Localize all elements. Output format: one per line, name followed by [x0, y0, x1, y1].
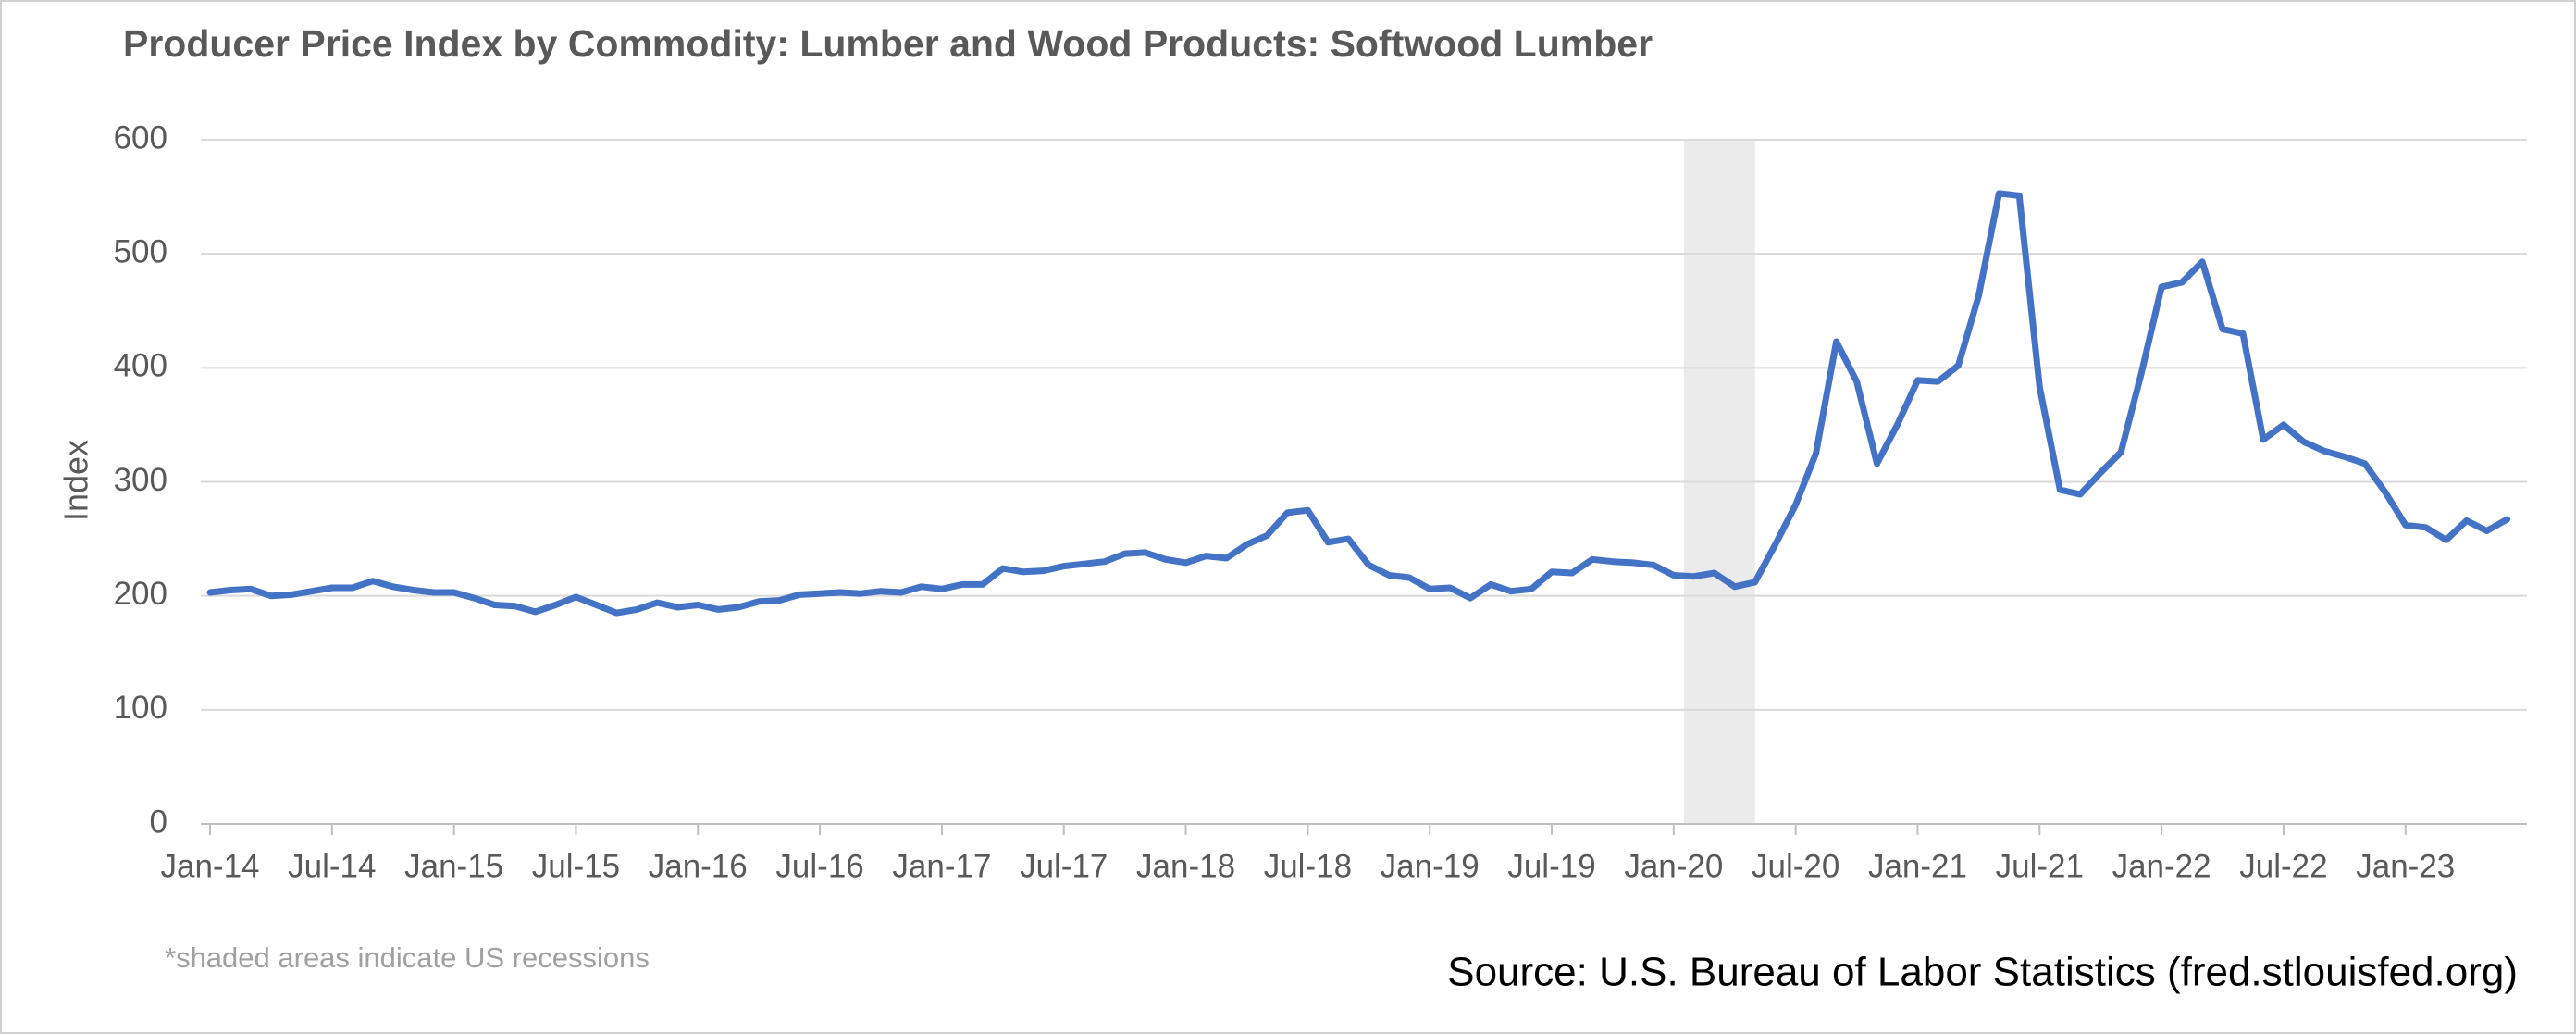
x-tick-label: Jan-14	[160, 848, 259, 884]
y-tick-label: 500	[114, 233, 167, 269]
x-tick-label: Jul-15	[532, 848, 620, 884]
x-tick-label: Jul-17	[1020, 848, 1108, 884]
x-tick-label: Jul-14	[288, 848, 376, 884]
x-tick-label: Jan-19	[1381, 848, 1480, 884]
x-tick-label: Jan-16	[649, 848, 748, 884]
y-axis-label: Index	[57, 440, 95, 521]
y-tick-label: 600	[114, 119, 167, 156]
x-tick-label: Jan-17	[892, 848, 991, 884]
x-tick-label: Jul-22	[2239, 848, 2327, 884]
y-tick-label: 0	[150, 804, 167, 840]
chart-title: Producer Price Index by Commodity: Lumbe…	[123, 22, 1653, 65]
x-tick-label: Jan-22	[2112, 848, 2211, 884]
y-tick-label: 200	[114, 576, 167, 612]
x-tick-label: Jan-20	[1624, 848, 1723, 884]
x-tick-label: Jul-19	[1507, 848, 1595, 884]
y-tick-label: 400	[114, 348, 167, 384]
x-tick-label: Jan-15	[404, 848, 503, 884]
source: Source: U.S. Bureau of Labor Statistics …	[1447, 950, 2518, 995]
x-tick-label: Jul-16	[775, 848, 863, 884]
x-tick-label: Jul-20	[1752, 848, 1839, 884]
y-tick-label: 100	[114, 690, 167, 726]
note: *shaded areas indicate US recessions	[165, 941, 650, 974]
x-tick-label: Jul-21	[1996, 848, 2084, 884]
x-tick-label: Jan-23	[2356, 848, 2455, 884]
data-line	[206, 190, 2511, 617]
x-tick-label: Jul-18	[1264, 848, 1352, 884]
x-tick-label: Jan-18	[1136, 848, 1235, 884]
y-tick-label: 300	[114, 462, 167, 498]
x-tick-label: Jan-21	[1868, 848, 1967, 884]
